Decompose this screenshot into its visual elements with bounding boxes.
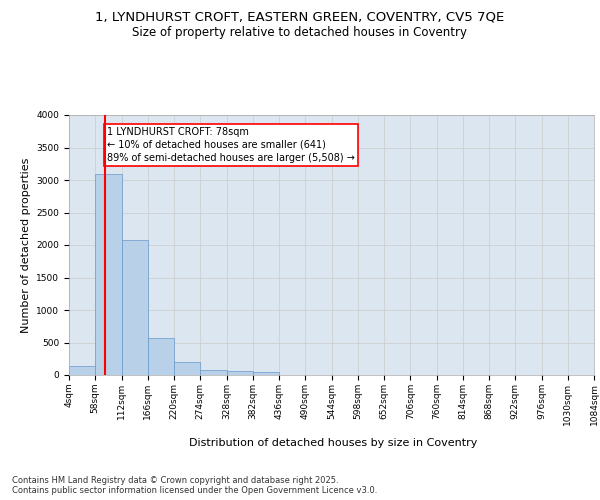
Text: Size of property relative to detached houses in Coventry: Size of property relative to detached ho… bbox=[133, 26, 467, 39]
Bar bbox=[69, 366, 95, 375]
Bar bbox=[253, 372, 279, 375]
Text: Contains HM Land Registry data © Crown copyright and database right 2025.
Contai: Contains HM Land Registry data © Crown c… bbox=[12, 476, 377, 495]
Bar bbox=[174, 362, 200, 375]
Bar bbox=[121, 240, 148, 375]
Text: 1, LYNDHURST CROFT, EASTERN GREEN, COVENTRY, CV5 7QE: 1, LYNDHURST CROFT, EASTERN GREEN, COVEN… bbox=[95, 11, 505, 24]
Bar bbox=[200, 370, 227, 375]
Y-axis label: Number of detached properties: Number of detached properties bbox=[21, 158, 31, 332]
Bar bbox=[95, 174, 121, 375]
Text: Distribution of detached houses by size in Coventry: Distribution of detached houses by size … bbox=[189, 438, 477, 448]
Bar bbox=[227, 372, 253, 375]
Bar bbox=[148, 338, 174, 375]
Text: 1 LYNDHURST CROFT: 78sqm
← 10% of detached houses are smaller (641)
89% of semi-: 1 LYNDHURST CROFT: 78sqm ← 10% of detach… bbox=[107, 126, 355, 163]
